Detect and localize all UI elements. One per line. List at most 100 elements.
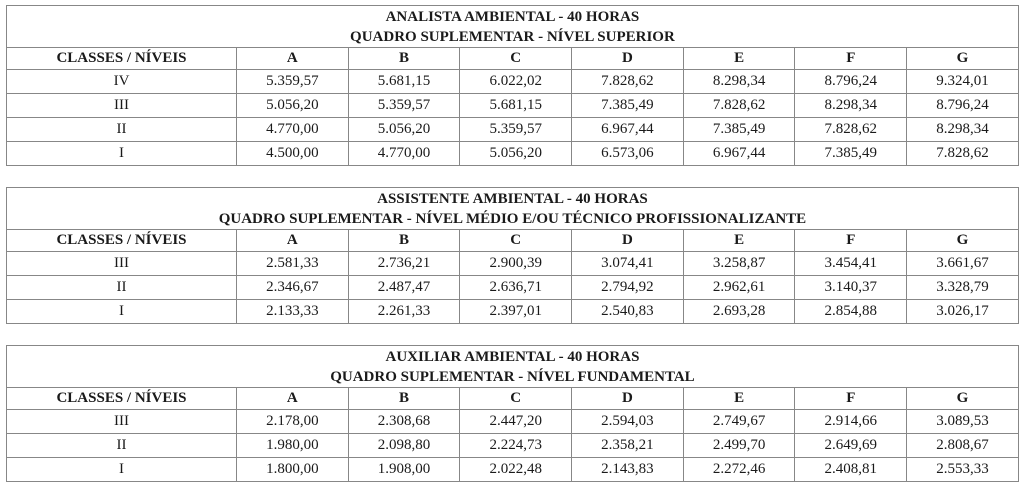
- salary-value-cell: 7.385,49: [682, 117, 796, 142]
- column-header-B: B: [347, 229, 461, 252]
- row-level-label: I: [6, 141, 237, 166]
- salary-table-2: ASSISTENTE AMBIENTAL - 40 HORAS QUADRO SU…: [6, 187, 1019, 324]
- column-header-F: F: [794, 387, 908, 410]
- salary-value-cell: 6.967,44: [682, 141, 796, 166]
- column-header-G: G: [906, 387, 1019, 410]
- table-row: IV 5.359,57 5.681,15 6.022,02 7.828,62 8.298,…: [6, 69, 1019, 94]
- column-header-A: A: [236, 229, 349, 252]
- salary-value-cell: 2.808,67: [906, 433, 1019, 458]
- table-title: ASSISTENTE AMBIENTAL - 40 HORAS QUADRO SU…: [6, 187, 1019, 230]
- salary-value-cell: 2.447,20: [459, 409, 573, 434]
- salary-value-cell: 3.328,79: [906, 275, 1019, 300]
- salary-value-cell: 2.553,33: [906, 457, 1019, 482]
- column-header-F: F: [794, 229, 908, 252]
- salary-value-cell: 5.056,20: [236, 93, 349, 118]
- header-row: CLASSES / NÍVEIS A B C D E F G: [6, 229, 1019, 252]
- column-header-A: A: [236, 47, 349, 70]
- salary-value-cell: 2.854,88: [794, 299, 908, 324]
- column-header-E: E: [682, 387, 796, 410]
- salary-value-cell: 2.272,46: [682, 457, 796, 482]
- salary-value-cell: 4.770,00: [236, 117, 349, 142]
- salary-value-cell: 3.454,41: [794, 251, 908, 276]
- salary-value-cell: 2.900,39: [459, 251, 573, 276]
- salary-value-cell: 1.800,00: [236, 457, 349, 482]
- salary-value-cell: 8.298,34: [682, 69, 796, 94]
- salary-value-cell: 2.962,61: [682, 275, 796, 300]
- salary-value-cell: 2.358,21: [571, 433, 684, 458]
- salary-value-cell: 2.308,68: [347, 409, 461, 434]
- table-title-line1: AUXILIAR AMBIENTAL - 40 HORAS: [385, 348, 640, 365]
- salary-value-cell: 7.828,62: [906, 141, 1019, 166]
- salary-value-cell: 8.298,34: [794, 93, 908, 118]
- salary-value-cell: 2.499,70: [682, 433, 796, 458]
- column-header-classes-niveis: CLASSES / NÍVEIS: [6, 229, 237, 252]
- salary-value-cell: 7.385,49: [794, 141, 908, 166]
- salary-table-3: AUXILIAR AMBIENTAL - 40 HORAS QUADRO SUPL…: [6, 345, 1019, 482]
- salary-value-cell: 3.074,41: [571, 251, 684, 276]
- row-level-label: II: [6, 433, 237, 458]
- salary-value-cell: 4.500,00: [236, 141, 349, 166]
- salary-value-cell: 6.022,02: [459, 69, 573, 94]
- salary-value-cell: 2.408,81: [794, 457, 908, 482]
- column-header-D: D: [571, 387, 684, 410]
- salary-value-cell: 4.770,00: [347, 141, 461, 166]
- table-row: I 2.133,33 2.261,33 2.397,01 2.540,83 2.693,2…: [6, 299, 1019, 324]
- table-row: I 1.800,00 1.908,00 2.022,48 2.143,83 2.272,4…: [6, 457, 1019, 482]
- column-header-G: G: [906, 229, 1019, 252]
- salary-value-cell: 2.261,33: [347, 299, 461, 324]
- header-row: CLASSES / NÍVEIS A B C D E F G: [6, 47, 1019, 70]
- salary-value-cell: 2.649,69: [794, 433, 908, 458]
- column-header-C: C: [459, 229, 573, 252]
- salary-value-cell: 2.487,47: [347, 275, 461, 300]
- salary-value-cell: 7.828,62: [794, 117, 908, 142]
- salary-value-cell: 2.346,67: [236, 275, 349, 300]
- table-title-line1: ANALISTA AMBIENTAL - 40 HORAS: [385, 8, 640, 25]
- salary-value-cell: 2.594,03: [571, 409, 684, 434]
- salary-value-cell: 2.794,92: [571, 275, 684, 300]
- salary-value-cell: 2.178,00: [236, 409, 349, 434]
- row-level-label: I: [6, 299, 237, 324]
- salary-value-cell: 7.828,62: [682, 93, 796, 118]
- salary-value-cell: 5.056,20: [459, 141, 573, 166]
- tables-container: ANALISTA AMBIENTAL - 40 HORAS QUADRO SUPL…: [6, 5, 1019, 482]
- table-title-line2: QUADRO SUPLEMENTAR - NÍVEL SUPERIOR: [350, 28, 675, 45]
- salary-value-cell: 2.736,21: [347, 251, 461, 276]
- salary-value-cell: 7.385,49: [571, 93, 684, 118]
- salary-value-cell: 2.914,66: [794, 409, 908, 434]
- row-level-label: III: [6, 93, 237, 118]
- salary-value-cell: 2.397,01: [459, 299, 573, 324]
- salary-value-cell: 5.359,57: [236, 69, 349, 94]
- column-header-B: B: [347, 47, 461, 70]
- table-row: II 1.980,00 2.098,80 2.224,73 2.358,21 2.499,…: [6, 433, 1019, 458]
- table-row: I 4.500,00 4.770,00 5.056,20 6.573,06 6.967,4…: [6, 141, 1019, 166]
- salary-value-cell: 5.681,15: [459, 93, 573, 118]
- table-title-line1: ASSISTENTE AMBIENTAL - 40 HORAS: [377, 190, 648, 207]
- salary-value-cell: 5.056,20: [347, 117, 461, 142]
- table-title: ANALISTA AMBIENTAL - 40 HORAS QUADRO SUPL…: [6, 5, 1019, 48]
- salary-value-cell: 8.796,24: [794, 69, 908, 94]
- salary-value-cell: 2.133,33: [236, 299, 349, 324]
- table-row: III 2.581,33 2.736,21 2.900,39 3.074,41 3.258…: [6, 251, 1019, 276]
- column-header-D: D: [571, 47, 684, 70]
- salary-value-cell: 3.026,17: [906, 299, 1019, 324]
- table-row: III 2.178,00 2.308,68 2.447,20 2.594,03 2.749…: [6, 409, 1019, 434]
- row-level-label: III: [6, 251, 237, 276]
- column-header-F: F: [794, 47, 908, 70]
- column-header-A: A: [236, 387, 349, 410]
- salary-value-cell: 2.636,71: [459, 275, 573, 300]
- salary-value-cell: 3.258,87: [682, 251, 796, 276]
- salary-value-cell: 8.298,34: [906, 117, 1019, 142]
- row-level-label: II: [6, 117, 237, 142]
- salary-value-cell: 5.681,15: [347, 69, 461, 94]
- salary-value-cell: 8.796,24: [906, 93, 1019, 118]
- table-row: III 5.056,20 5.359,57 5.681,15 7.385,49 7.828…: [6, 93, 1019, 118]
- column-header-classes-niveis: CLASSES / NÍVEIS: [6, 387, 237, 410]
- row-level-label: III: [6, 409, 237, 434]
- table-row: II 4.770,00 5.056,20 5.359,57 6.967,44 7.385,…: [6, 117, 1019, 142]
- salary-value-cell: 2.749,67: [682, 409, 796, 434]
- column-header-C: C: [459, 47, 573, 70]
- column-header-E: E: [682, 47, 796, 70]
- salary-value-cell: 9.324,01: [906, 69, 1019, 94]
- table-row: II 2.346,67 2.487,47 2.636,71 2.794,92 2.962,…: [6, 275, 1019, 300]
